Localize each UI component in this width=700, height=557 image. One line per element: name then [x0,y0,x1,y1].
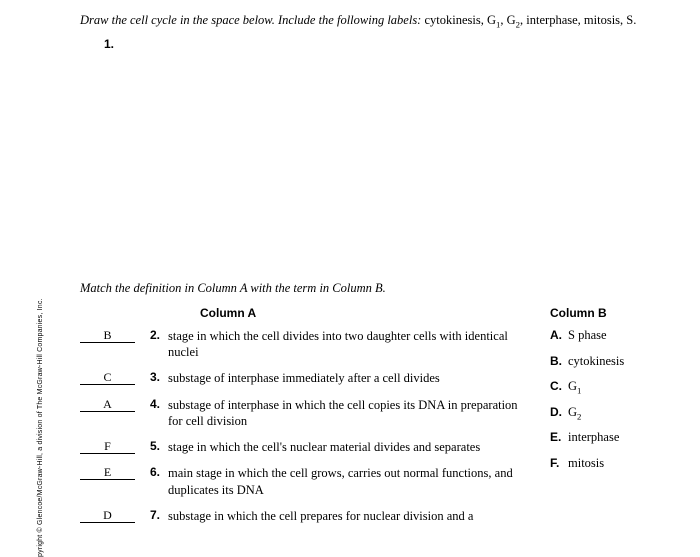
matching-row: C 3. substage of interphase immediately … [80,370,530,386]
column-b: A.S phase B.cytokinesis C.G1 D.G2 E.inte… [550,328,660,534]
question-number: 3. [150,370,168,386]
term-text: S phase [568,328,607,342]
term-option: E.interphase [550,430,660,446]
question-number: 2. [150,328,168,344]
definition-text: stage in which the cell's nuclear materi… [168,439,530,455]
question-number: 7. [150,508,168,524]
term-letter: E. [550,430,568,445]
column-a: B 2. stage in which the cell divides int… [80,328,550,534]
term-letter: A. [550,328,568,343]
draw-instructions: Draw the cell cycle in the space below. … [80,12,660,29]
term-text: G1 [568,379,581,393]
answer-blank[interactable]: A [80,397,135,412]
matching-row: B 2. stage in which the cell divides int… [80,328,530,361]
term-option: F.mitosis [550,456,660,472]
matching-row: D 7. substage in which the cell prepares… [80,508,530,524]
term-text: cytokinesis [568,354,624,368]
term-letter: D. [550,405,568,420]
term-option: A.S phase [550,328,660,344]
column-a-header: Column A [200,306,550,320]
definition-text: stage in which the cell divides into two… [168,328,530,361]
term-text: mitosis [568,456,604,470]
question-number: 6. [150,465,168,481]
question-number: 4. [150,397,168,413]
intro-prefix: Draw the cell cycle in the space below. … [80,13,421,27]
copyright-text: pyright © Glencoe/McGraw-Hill, a divisio… [37,298,44,557]
matching-row: F 5. stage in which the cell's nuclear m… [80,439,530,455]
definition-text: substage of interphase immediately after… [168,370,530,386]
answer-blank[interactable]: B [80,328,135,343]
answer-blank[interactable]: C [80,370,135,385]
drawing-space [80,51,660,281]
worksheet-page: Draw the cell cycle in the space below. … [0,0,700,557]
matching-row: E 6. main stage in which the cell grows,… [80,465,530,498]
matching-body: B 2. stage in which the cell divides int… [80,328,660,534]
question-1-number: 1. [104,37,660,51]
term-letter: C. [550,379,568,394]
answer-blank[interactable]: F [80,439,135,454]
term-letter: B. [550,354,568,369]
columns-header-row: Column A Column B [80,306,660,320]
matching-row: A 4. substage of interphase in which the… [80,397,530,430]
definition-text: substage in which the cell prepares for … [168,508,530,524]
definition-text: substage of interphase in which the cell… [168,397,530,430]
term-option: C.G1 [550,379,660,395]
definition-text: main stage in which the cell grows, carr… [168,465,530,498]
term-option: D.G2 [550,405,660,421]
term-text: interphase [568,430,619,444]
term-letter: F. [550,456,568,471]
answer-blank[interactable]: E [80,465,135,480]
question-number: 5. [150,439,168,455]
column-b-header: Column B [550,306,660,320]
term-text: G2 [568,405,581,419]
intro-labels: cytokinesis, G1, G2, interphase, mitosis… [424,13,636,27]
matching-instructions: Match the definition in Column A with th… [80,281,660,296]
answer-blank[interactable]: D [80,508,135,523]
term-option: B.cytokinesis [550,354,660,370]
